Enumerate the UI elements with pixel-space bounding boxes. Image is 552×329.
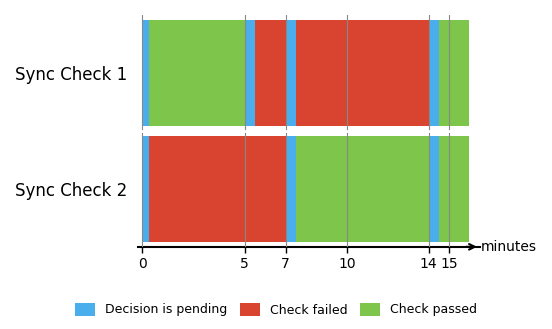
Text: minutes: minutes bbox=[481, 240, 537, 254]
Legend: Decision is pending, Check failed, Check passed: Decision is pending, Check failed, Check… bbox=[69, 297, 483, 323]
